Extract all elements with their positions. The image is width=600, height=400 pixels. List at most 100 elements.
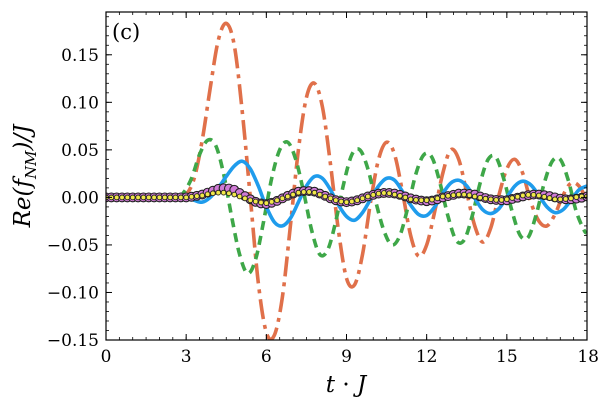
- series-point: [226, 190, 232, 197]
- series-point: [546, 195, 553, 201]
- series-point: [199, 192, 206, 199]
- series-point: [397, 192, 403, 199]
- series-point: [562, 196, 569, 202]
- series-point: [445, 192, 451, 199]
- series-0: [106, 21, 587, 340]
- series-point: [188, 193, 195, 200]
- series-point: [370, 192, 377, 198]
- series-point: [413, 197, 419, 203]
- series-point: [284, 193, 291, 200]
- series-point: [423, 197, 430, 204]
- x-tick-label: 12: [416, 347, 438, 367]
- series-point: [348, 198, 355, 205]
- series-point: [231, 191, 238, 198]
- series-point: [439, 193, 446, 200]
- series-point: [450, 192, 457, 199]
- series-point: [156, 194, 163, 201]
- x-tick-label: 18: [577, 347, 599, 367]
- series-point: [525, 192, 532, 198]
- panel-label: (c): [112, 20, 140, 44]
- series-point: [306, 189, 312, 195]
- series-line: [106, 137, 587, 276]
- series-point: [210, 190, 216, 197]
- series-point: [279, 195, 286, 202]
- series-point: [498, 197, 505, 203]
- series-point: [151, 194, 157, 201]
- series-line: [106, 159, 587, 228]
- series-point: [172, 194, 179, 201]
- series-point: [487, 196, 494, 203]
- series-point: [354, 197, 361, 204]
- series-point: [552, 196, 558, 203]
- series-point: [557, 196, 564, 203]
- series-point: [536, 192, 542, 199]
- series-point: [119, 194, 125, 201]
- y-tick-label: 0.10: [61, 93, 99, 113]
- series-point: [113, 194, 120, 201]
- y-tick-label: −0.15: [47, 331, 99, 351]
- series-point: [514, 193, 521, 200]
- x-tick-label: 0: [101, 347, 112, 367]
- series-point: [274, 197, 280, 204]
- series-point: [578, 193, 585, 200]
- series-point: [295, 189, 302, 196]
- x-axis-title: t · J: [326, 372, 368, 398]
- series-point: [503, 196, 510, 203]
- series-1: [106, 137, 587, 276]
- series-point: [311, 189, 318, 196]
- series-point: [434, 195, 441, 202]
- series-point: [375, 190, 382, 197]
- series-point: [258, 199, 264, 206]
- series-point: [407, 196, 414, 203]
- series-point: [461, 191, 467, 198]
- series-point: [466, 192, 473, 199]
- series-point: [252, 198, 259, 205]
- y-tick-label: −0.10: [47, 283, 99, 303]
- series-point: [359, 195, 366, 202]
- series-point: [140, 194, 147, 201]
- series-point: [365, 193, 371, 200]
- series-point: [300, 189, 307, 195]
- series-point: [455, 191, 462, 198]
- y-tick-label: 0.15: [61, 46, 99, 66]
- series-point: [332, 197, 339, 204]
- series-point: [509, 195, 516, 201]
- series-point: [215, 189, 222, 196]
- series-point: [194, 193, 200, 199]
- series-point: [568, 195, 574, 202]
- series-point: [343, 199, 350, 205]
- series-point: [124, 194, 131, 201]
- series-point: [327, 195, 334, 202]
- series-point: [493, 197, 499, 203]
- x-tick-label: 6: [261, 347, 272, 367]
- series-point: [429, 196, 435, 203]
- series-point: [573, 194, 580, 200]
- series-point: [338, 198, 345, 205]
- series-point: [316, 191, 323, 198]
- series-point: [477, 194, 483, 201]
- series-point: [386, 190, 393, 197]
- x-tick-label: 3: [181, 347, 192, 367]
- series-point: [482, 195, 489, 202]
- series-point: [381, 190, 387, 196]
- series-point: [183, 194, 190, 201]
- series-point: [135, 194, 141, 201]
- series-point: [145, 194, 152, 201]
- series-point: [290, 191, 296, 198]
- x-tick-label: 15: [496, 347, 518, 367]
- x-tick-label: 9: [341, 347, 352, 367]
- series-point: [161, 194, 168, 201]
- series-point: [177, 194, 184, 201]
- series-point: [520, 192, 526, 199]
- series-point: [322, 193, 328, 200]
- series-point: [236, 193, 243, 200]
- series-point: [242, 195, 248, 202]
- series-point: [471, 193, 478, 200]
- series-point: [530, 192, 537, 198]
- series-point: [418, 197, 425, 204]
- series-point: [220, 189, 227, 196]
- series-point: [541, 193, 548, 200]
- series-point: [268, 198, 275, 205]
- series-2: [106, 159, 587, 228]
